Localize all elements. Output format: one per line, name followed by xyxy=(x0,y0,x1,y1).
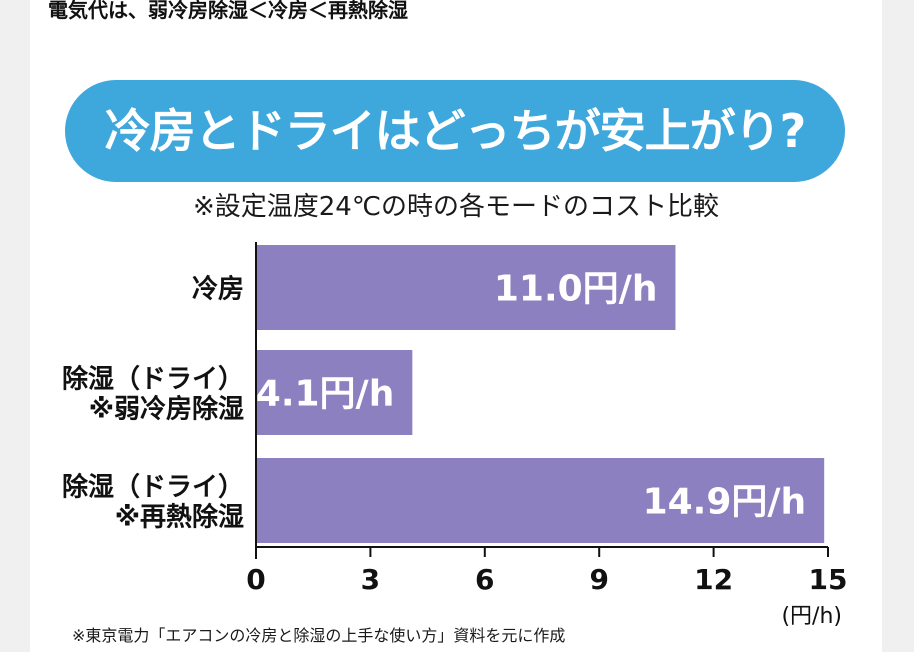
bar xyxy=(256,458,825,543)
bar-value-label: 11.0円/h xyxy=(494,269,658,310)
source-note: ※東京電力「エアコンの冷房と除湿の上手な使い方」資料を元に作成 xyxy=(72,626,566,645)
bar xyxy=(256,245,676,330)
x-tick-label: 15 xyxy=(809,563,848,596)
category-label: ※再熱除湿 xyxy=(115,502,244,533)
chart-subtitle: ※設定温度24℃の時の各モードのコスト比較 xyxy=(192,192,720,222)
category-label: 除湿（ドライ） xyxy=(62,364,244,395)
bar-value-label: 14.9円/h xyxy=(643,482,807,523)
bar-chart: 11.0円/h冷房4.1円/h除湿（ドライ）※弱冷房除湿14.9円/h除湿（ドラ… xyxy=(62,242,848,629)
chart-title: 冷房とドライはどっちが安上がり? xyxy=(104,104,807,158)
x-tick-label: 12 xyxy=(694,563,733,596)
x-unit-label: (円/h) xyxy=(781,604,842,629)
category-label: ※弱冷房除湿 xyxy=(89,394,244,425)
page-headline: 電気代は、弱冷房除湿＜冷房＜再熱除湿 xyxy=(48,0,408,22)
title-banner: 冷房とドライはどっちが安上がり? xyxy=(65,80,845,182)
page: 電気代は、弱冷房除湿＜冷房＜再熱除湿 冷房とドライはどっちが安上がり? ※設定温… xyxy=(30,0,882,652)
x-tick-label: 6 xyxy=(475,563,494,596)
category-label: 冷房 xyxy=(192,274,244,305)
bar-value-label: 4.1円/h xyxy=(256,374,395,415)
x-tick-label: 9 xyxy=(589,563,608,596)
category-label: 除湿（ドライ） xyxy=(62,472,244,503)
x-tick-label: 0 xyxy=(246,563,265,596)
bar xyxy=(256,350,413,435)
x-tick-label: 3 xyxy=(361,563,380,596)
